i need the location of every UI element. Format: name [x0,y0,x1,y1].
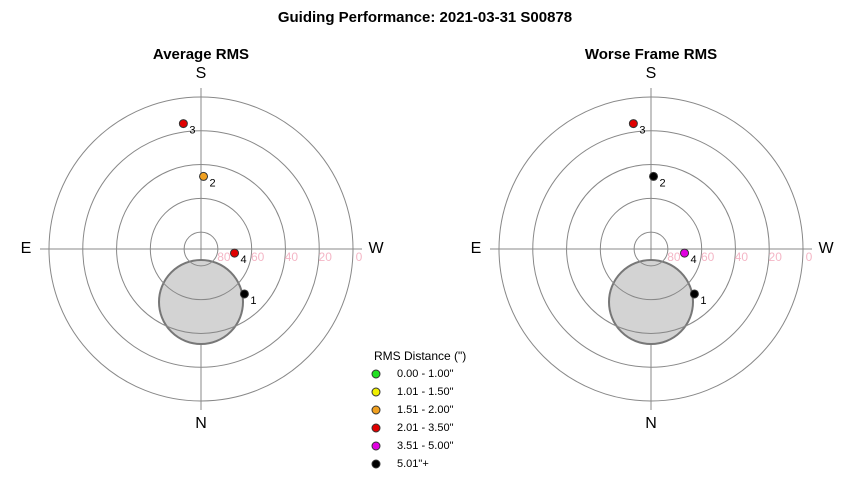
grid-ring [48,96,354,402]
grid-ring [116,164,286,334]
grid-ring [183,231,219,267]
obstruction-zone [608,259,694,345]
point-label: 2 [660,177,666,189]
legend-label: 2.01 - 3.50" [397,422,454,434]
legend-label: 5.01"+ [397,458,429,470]
r-tick-label: 20 [319,250,333,264]
point-label: 3 [639,124,645,136]
compass-label: W [818,240,834,257]
data-point [199,171,209,181]
point-label: 4 [691,254,697,266]
legend-marker [371,441,381,451]
point-label: 2 [210,177,216,189]
r-tick-label: 60 [701,250,715,264]
compass-label: E [471,240,482,257]
compass-label: S [646,65,657,82]
r-tick-label: 20 [769,250,783,264]
grid-ring [633,231,669,267]
data-point [628,119,638,129]
r-tick-label: 40 [285,250,299,264]
legend-label: 0.00 - 1.00" [397,368,454,380]
grid-ring [599,197,703,301]
point-label: 1 [700,295,706,307]
legend-title: RMS Distance (") [374,349,466,363]
data-point [239,289,249,299]
legend-marker [371,423,381,433]
obstruction-zone [158,259,244,345]
r-tick-label: 40 [735,250,749,264]
point-label: 4 [241,254,247,266]
r-tick-label: 60 [251,250,265,264]
chart-title: Guiding Performance: 2021-03-31 S00878 [278,9,572,26]
grid-ring [149,197,253,301]
grid-ring [82,130,320,368]
data-point [178,119,188,129]
grid-ring [566,164,736,334]
legend-marker [371,369,381,379]
grid-ring [532,130,770,368]
point-label: 1 [250,295,256,307]
compass-label: S [196,65,207,82]
compass-label: E [21,240,32,257]
grid-ring [498,96,804,402]
point-label: 3 [189,124,195,136]
data-point [680,248,690,258]
subplot-title: Worse Frame RMS [585,46,717,63]
data-point [689,289,699,299]
legend-marker [371,405,381,415]
r-tick-label: 0 [356,250,363,264]
compass-label: N [645,415,657,432]
legend-marker [371,387,381,397]
compass-label: N [195,415,207,432]
data-point [230,248,240,258]
legend-label: 3.51 - 5.00" [397,440,454,452]
subplot-title: Average RMS [153,46,249,63]
r-tick-label: 0 [806,250,813,264]
legend-label: 1.01 - 1.50" [397,386,454,398]
legend-label: 1.51 - 2.00" [397,404,454,416]
r-tick-label: 80 [667,250,681,264]
legend-marker [371,459,381,469]
r-tick-label: 80 [217,250,231,264]
compass-label: W [368,240,384,257]
data-point [649,171,659,181]
